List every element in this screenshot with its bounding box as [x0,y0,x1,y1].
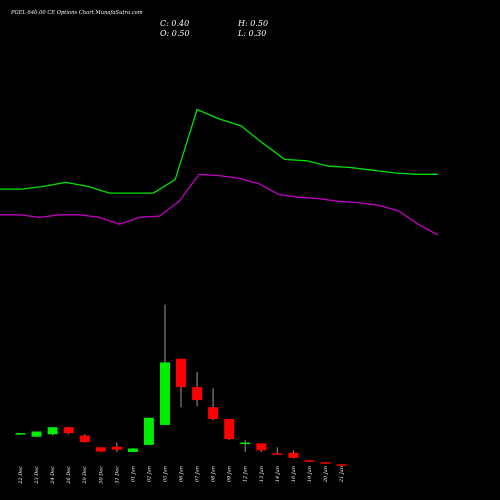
candle [111,442,122,452]
candle-body [176,358,186,388]
x-axis-ticks: 22 Dec 23 Dec 24 Dec 26 Dec 29 Dec 30 Dec 31 D… [18,466,345,485]
x-tick-label: 29 Dec [82,466,88,485]
x-tick-label: 01 Jan [130,466,136,482]
candle-body [63,427,74,434]
candle [336,464,347,466]
candle-body [95,447,106,452]
candle [320,462,331,464]
candle-body [336,464,347,466]
candle [63,426,74,435]
x-tick-label: 14 Jan [275,466,281,482]
candle-body [79,435,90,443]
candle-body [192,387,203,401]
candle-body [320,462,331,464]
candle [304,459,315,462]
candle-body [127,448,138,452]
x-tick-label: 31 Dec [114,466,120,484]
candle [192,371,203,406]
x-tick-label: 24 Dec [50,466,56,485]
ohlc-high: H: 0.50 [237,19,268,28]
candle [256,443,267,452]
candle-body [304,460,315,462]
x-tick-label: 06 Jan [179,466,185,482]
candle [176,358,186,408]
candle [31,431,42,438]
x-tick-label: 12 Jan [243,466,249,482]
candle-body [288,452,299,458]
candle [79,434,90,443]
candle-body [240,442,251,445]
chart-title: PGEL 640.00 CE Options Chart MunafaSutra… [10,10,143,16]
x-tick-label: 07 Jan [195,466,201,482]
indicator-line-2 [0,173,439,236]
indicator-lines [0,108,439,236]
x-tick-label: 08 Jan [211,466,217,482]
candle [208,388,219,421]
ohlc-close: C: 0.40 [160,19,189,28]
candle-body [208,407,219,419]
x-tick-label: 26 Dec [66,466,72,485]
candle [224,419,235,441]
candle-body [31,431,42,437]
candle-body [160,362,170,425]
x-tick-label: 30 Dec [98,466,104,484]
candle-body [15,433,26,435]
candle [160,304,170,425]
candle [95,447,106,452]
candlestick-series [15,304,347,466]
candle [47,427,58,436]
x-tick-label: 19 Jan [307,466,313,482]
x-tick-label: 22 Dec [18,466,24,485]
candle-body [47,427,58,435]
candle [272,447,283,455]
x-tick-label: 16 Jan [291,466,297,482]
indicator-line-1 [0,108,438,194]
x-tick-label: 13 Jan [259,466,265,482]
ohlc-open: O: 0.50 [160,29,190,38]
candle [15,433,26,435]
candle-body [143,417,154,445]
candle [127,448,138,452]
candle-body [224,419,235,440]
x-tick-label: 21 Jan [339,466,345,483]
x-tick-label: 20 Jan [323,466,329,483]
candle [288,450,299,459]
candle [240,440,251,452]
candle-body [272,453,283,455]
x-tick-label: 02 Jan [146,466,152,482]
x-tick-label: 05 Jan [163,466,169,482]
ohlc-low: L: 0.30 [237,29,266,38]
candle-body [256,443,267,451]
x-tick-label: 23 Dec [34,466,40,485]
candle [143,417,154,445]
x-tick-label: 09 Jan [227,466,233,482]
candle-body [111,446,122,450]
